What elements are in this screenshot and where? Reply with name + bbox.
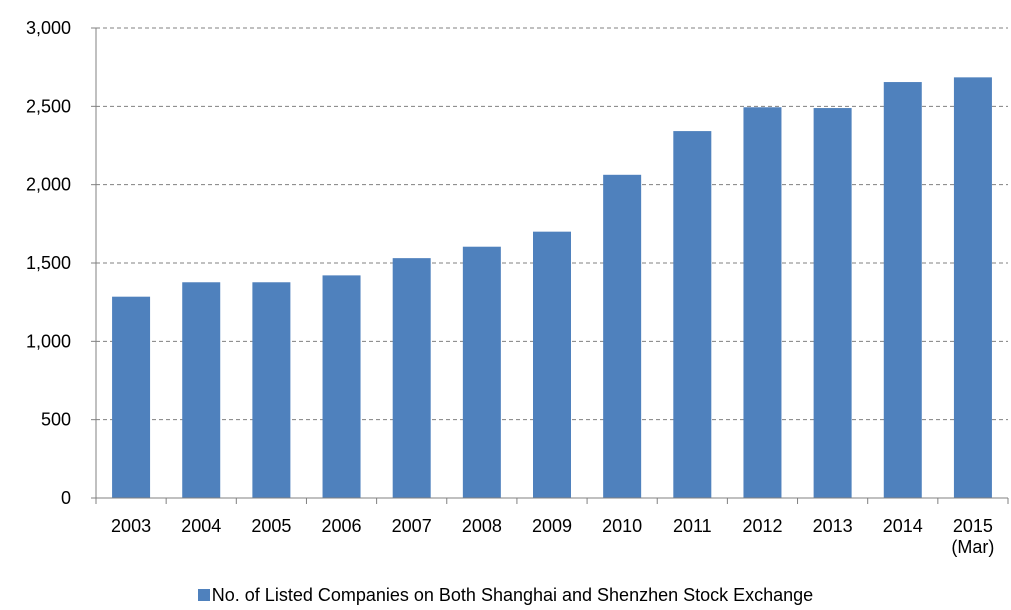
legend-swatch: [197, 589, 210, 601]
x-tick-label: 2012: [742, 516, 782, 536]
x-tick-label: 2013: [813, 516, 853, 536]
y-tick-label: 500: [41, 410, 71, 430]
bar: [322, 275, 361, 498]
y-tick-label: 3,000: [26, 18, 71, 38]
bar: [252, 282, 291, 498]
y-tick-label: 1,000: [26, 331, 71, 351]
bar: [603, 174, 642, 498]
y-tick-label: 2,500: [26, 96, 71, 116]
bar: [392, 258, 431, 498]
bar: [462, 246, 501, 498]
x-tick-label: 2009: [532, 516, 572, 536]
bar: [533, 231, 571, 498]
y-tick-label: 1,500: [26, 253, 71, 273]
x-tick-label: 2008: [462, 516, 502, 536]
bar: [673, 131, 712, 498]
x-axis: 2003 2004 2005 2006 2007 2008 2009 2010 2011 2012…: [95, 497, 1009, 557]
bars: [112, 77, 992, 499]
bar: [112, 296, 151, 498]
x-tick-label: 2003: [111, 516, 151, 536]
x-tick-label: 2010: [602, 516, 642, 536]
x-tick-label: 2006: [322, 516, 362, 536]
x-tick-label: 2015: [953, 516, 993, 536]
bar: [182, 282, 221, 498]
y-tick-label: 0: [61, 488, 71, 508]
y-axis: 0 500 1,000 1,500 2,000 2,500 3,000: [26, 18, 97, 508]
x-tick-label: 2007: [392, 516, 432, 536]
bar: [813, 108, 852, 498]
x-tick-label: 2014: [883, 516, 923, 536]
bar: [953, 77, 992, 498]
x-tick-label: 2005: [251, 516, 291, 536]
x-tick-label: (Mar): [951, 537, 994, 557]
bar: [743, 107, 782, 499]
bar: [883, 82, 922, 499]
y-tick-label: 2,000: [26, 175, 71, 195]
x-tick-label: 2004: [181, 516, 221, 536]
legend-label: No. of Listed Companies on Both Shanghai…: [211, 585, 814, 605]
legend: No. of Listed Companies on Both Shanghai…: [0, 585, 1011, 606]
x-tick-label: 2011: [673, 516, 712, 536]
